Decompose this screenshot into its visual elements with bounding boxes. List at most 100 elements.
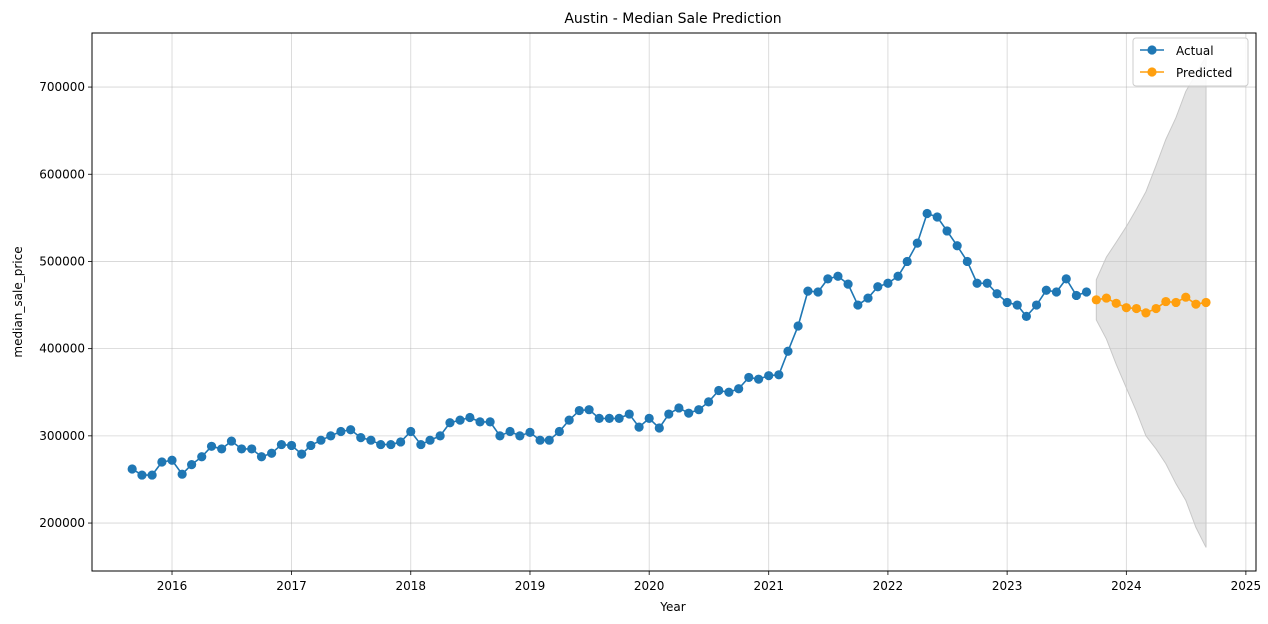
data-point-actual [177,469,187,479]
data-point-actual [942,226,952,236]
data-point-actual [813,287,823,297]
plot-frame [91,32,1257,572]
data-point-actual [147,470,157,480]
data-point-actual [217,444,227,454]
data-point-actual [753,374,764,384]
data-point-actual [465,412,475,423]
data-point-actual [1081,287,1092,297]
data-point-predicted [1101,293,1112,303]
data-point-actual [853,300,863,310]
data-point-actual [714,385,724,396]
x-tick-label: 2018 [395,579,426,593]
data-point-actual [157,457,167,467]
x-tick-label: 2020 [634,579,665,593]
data-point-actual [694,405,704,415]
y-tick-label: 600000 [39,167,85,181]
x-tick-label: 2023 [992,579,1023,593]
data-point-actual [564,415,574,425]
legend-predicted-marker [1147,67,1157,77]
data-point-actual [744,372,754,383]
data-point-actual [614,413,624,424]
data-point-actual [764,371,774,381]
data-point-actual [276,439,287,450]
data-point-actual [416,439,426,450]
data-point-actual [1031,300,1042,310]
data-point-actual [455,415,465,425]
data-point-predicted [1201,297,1211,308]
data-point-actual [515,431,525,441]
data-point-actual [863,293,873,303]
data-point-actual [406,426,416,437]
data-point-actual [297,449,307,459]
data-point-actual [952,241,962,251]
data-point-actual [366,435,376,445]
data-point-actual [912,238,922,248]
data-point-actual [167,455,177,465]
data-point-predicted [1161,296,1171,307]
data-point-actual [356,432,366,443]
data-point-actual [1002,297,1012,308]
data-point-actual [654,423,664,433]
data-point-predicted [1131,303,1142,314]
legend-predicted-label: Predicted [1176,66,1232,80]
data-point-actual [664,409,674,419]
data-point-actual [137,470,147,480]
data-point-actual [604,413,614,424]
data-point-actual [1012,300,1022,310]
data-point-actual [674,403,684,413]
data-point-actual [267,448,277,458]
y-tick-label: 200000 [39,516,85,530]
data-point-actual [803,286,813,296]
data-point-actual [843,279,853,289]
data-point-actual [485,417,495,427]
interval-band [1095,54,1207,548]
data-point-actual [435,431,445,441]
y-tick-label: 400000 [39,342,85,356]
data-point-predicted [1181,292,1191,302]
data-point-predicted [1111,298,1121,308]
data-point-actual [624,409,634,419]
data-point-actual [286,440,297,451]
data-point-predicted [1151,303,1161,314]
data-point-actual [187,460,197,470]
data-point-actual [346,425,356,435]
chart-title: Austin - Median Sale Prediction [564,11,781,27]
data-point-actual [574,405,584,416]
data-point-actual [644,413,654,424]
data-point-actual [1071,290,1081,301]
data-point-actual [445,418,455,428]
data-point-actual [992,289,1002,299]
data-point-actual [505,426,515,437]
prediction-interval [1095,54,1207,548]
data-point-actual [783,346,793,356]
data-point-actual [197,452,207,462]
data-point-actual [206,441,217,451]
data-point-predicted [1171,297,1181,308]
data-point-actual [594,413,604,424]
legend: Actual Predicted [1132,37,1249,87]
data-point-actual [256,452,267,462]
x-tick-label: 2025 [1231,579,1262,593]
data-point-actual [634,422,644,432]
data-point-actual [902,256,912,267]
data-point-actual [1061,274,1071,284]
data-point-actual [823,274,833,284]
data-point-actual [982,278,992,288]
data-point-actual [584,405,594,415]
data-point-actual [922,208,932,219]
data-point-actual [883,278,893,288]
data-point-actual [386,439,396,450]
data-point-actual [316,435,326,445]
data-point-predicted [1191,299,1201,309]
x-tick-label: 2024 [1111,579,1142,593]
data-point-predicted [1121,303,1131,313]
data-point-actual [774,370,784,380]
data-point-actual [1021,311,1032,321]
data-point-actual [554,426,564,437]
data-point-actual [236,444,247,454]
x-axis-label: Year [659,600,685,614]
legend-actual-label: Actual [1176,44,1214,58]
data-point-actual [336,426,346,437]
data-point-actual [495,431,505,441]
